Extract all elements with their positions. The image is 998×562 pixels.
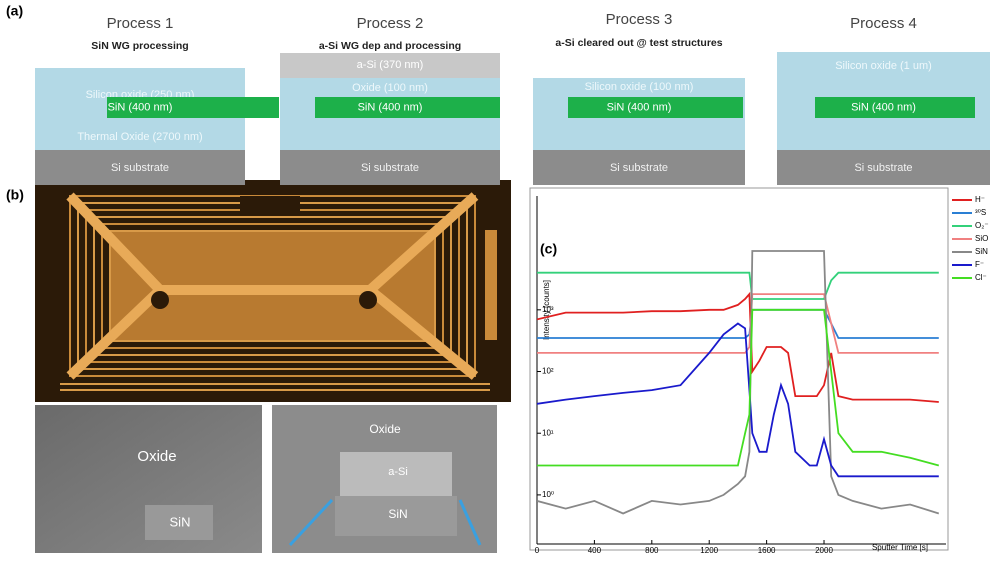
y-tick-label: 10⁰ (542, 490, 554, 499)
x-tick-label: 800 (645, 546, 659, 555)
label: a-Si (388, 466, 408, 478)
process-title: Process 2 (357, 15, 424, 32)
layer-label: a-Si (370 nm) (357, 59, 424, 71)
legend-label: ³⁰S (975, 208, 986, 217)
x-tick-label: 1200 (700, 546, 718, 555)
process-title: Process 3 (606, 11, 673, 28)
process-title: Process 1 (107, 15, 174, 32)
layer-label: SiN (400 nm) (108, 101, 173, 113)
label: SiN (388, 507, 407, 521)
layer-label: Si substrate (361, 162, 419, 174)
layer-label: Si substrate (111, 162, 169, 174)
label: Oxide (369, 422, 401, 436)
process-subtitle: SiN WG processing (91, 40, 188, 52)
legend-label: SiO (975, 234, 988, 243)
layer-label: SiN (400 nm) (607, 101, 672, 113)
layer-label: Si substrate (610, 162, 668, 174)
label: Oxide (137, 448, 176, 465)
y-tick-label: 10³ (542, 305, 554, 314)
y-tick-label: 10¹ (542, 428, 554, 437)
label: SiN (170, 514, 191, 529)
layer-label: Si substrate (854, 162, 912, 174)
process-subtitle: a-Si WG dep and processing (319, 40, 461, 52)
x-tick-label: 2000 (815, 546, 833, 555)
layer-label: SiN (400 nm) (358, 101, 423, 113)
x-tick-label: 400 (588, 546, 602, 555)
layer-label: SiN (400 nm) (851, 101, 916, 113)
layer-label: Silicon oxide (100 nm) (585, 81, 694, 93)
label: (b) (6, 187, 24, 203)
process-title: Process 4 (850, 15, 917, 32)
layer-label: Thermal Oxide (2700 nm) (77, 131, 202, 143)
legend-label: O₂⁻ (975, 221, 989, 230)
x-tick-label: 1600 (758, 546, 776, 555)
y-tick-label: 10² (542, 367, 554, 376)
legend-label: Cl⁻ (975, 273, 987, 282)
chip-image (35, 180, 511, 402)
chart-frame (530, 188, 948, 550)
legend-label: SiN (975, 247, 988, 256)
figure: (a) Process 1 SiN WG processing Silicon oxi… (0, 0, 998, 557)
process-subtitle: a-Si cleared out @ test structures (555, 37, 722, 49)
layer-label: Silicon oxide (1 um) (835, 60, 932, 72)
x-tick-label: 0 (535, 546, 540, 555)
panel-label: (c) (540, 241, 557, 257)
label: (a) (6, 3, 23, 19)
legend-label: H⁻ (975, 195, 985, 204)
layer-label: Oxide (100 nm) (352, 82, 428, 94)
legend-label: F⁻ (975, 260, 984, 269)
